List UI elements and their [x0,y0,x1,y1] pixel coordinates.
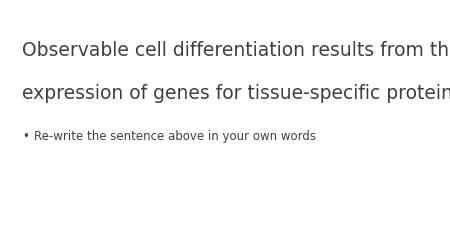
Text: expression of genes for tissue-specific proteins.: expression of genes for tissue-specific … [22,84,450,103]
Text: •: • [22,130,29,143]
Text: Observable cell differentiation results from the: Observable cell differentiation results … [22,41,450,60]
Text: Re-write the sentence above in your own words: Re-write the sentence above in your own … [34,130,316,143]
